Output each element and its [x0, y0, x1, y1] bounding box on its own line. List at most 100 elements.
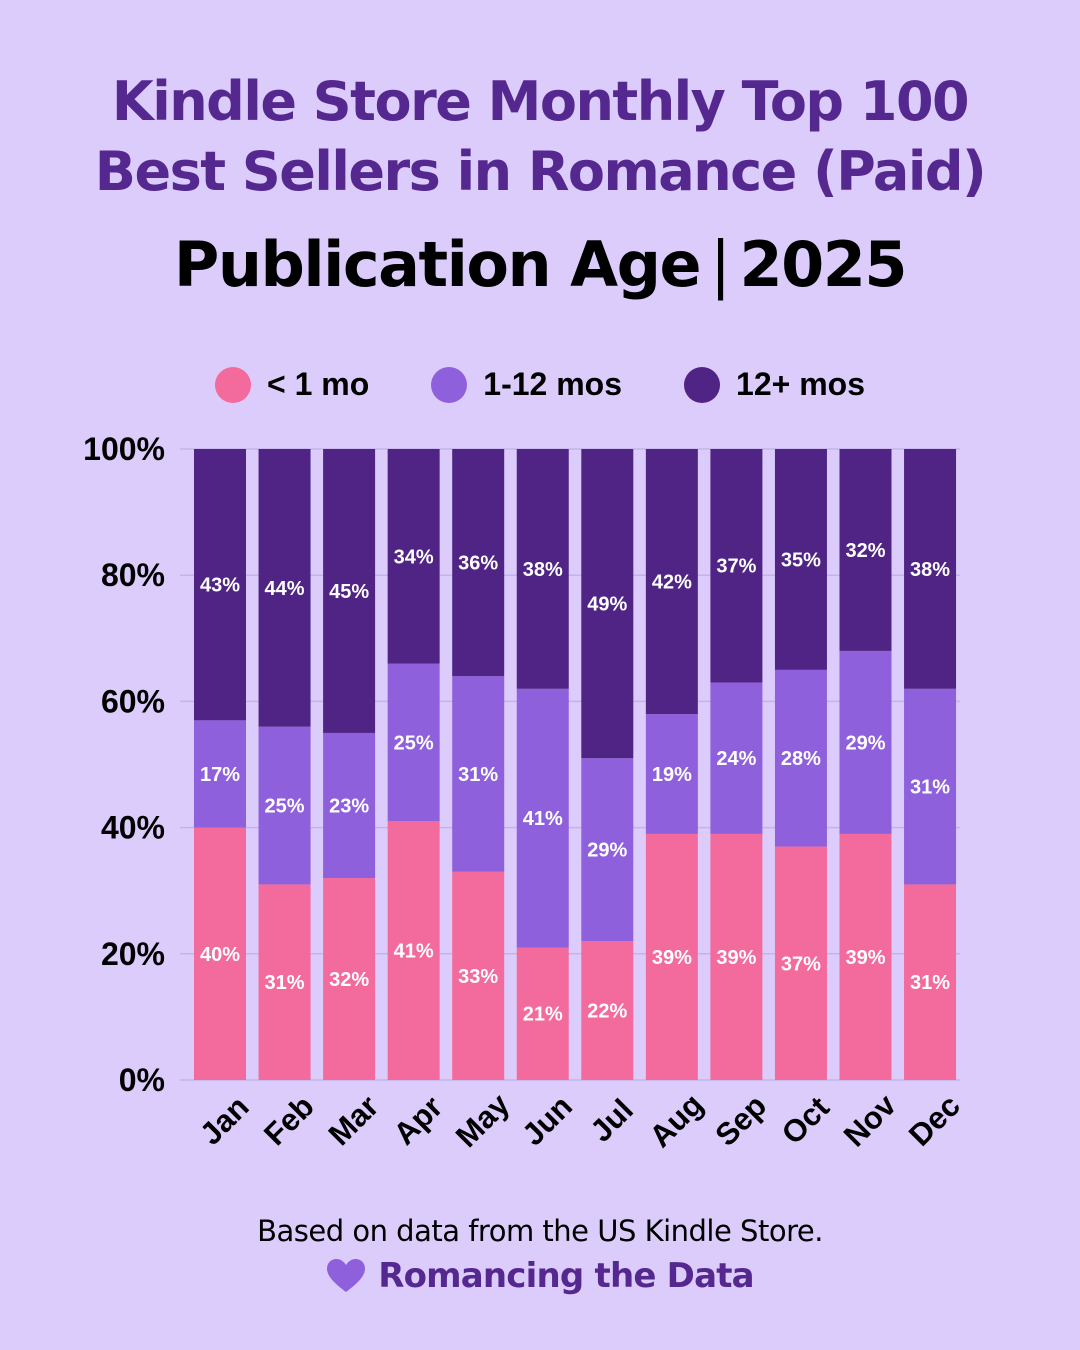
bar-segment [774, 846, 827, 1080]
data-label: 40% [200, 944, 240, 966]
data-label: 35% [781, 549, 821, 571]
legend-item-lt1: < 1 mo [215, 366, 369, 403]
bar-segment [839, 833, 892, 1080]
bar-segment [710, 449, 763, 683]
legend-dot-lt1 [215, 366, 252, 403]
x-tick-label: Oct [775, 1090, 836, 1151]
x-tick-label: Mar [322, 1088, 386, 1152]
stacked-bar-chart: 0% 20% 40% 60% 80% 100% 40% 17% 43% Jan 31% 25% 44% F… [83, 431, 967, 1154]
bar-segment [581, 941, 634, 1080]
data-label: 22% [587, 1001, 627, 1023]
data-label: 19% [652, 764, 692, 786]
data-label: 29% [845, 732, 885, 754]
bar-segment [774, 449, 827, 670]
data-label: 23% [329, 796, 369, 818]
data-label: 29% [587, 840, 627, 862]
data-label: 32% [329, 969, 369, 991]
y-tick-label: 40% [101, 810, 165, 846]
y-tick-label: 60% [101, 683, 165, 719]
x-tick-label: Apr [387, 1089, 450, 1152]
bar-segment [194, 449, 246, 721]
y-tick-label: 80% [101, 557, 165, 593]
subtitle-separator: | [710, 228, 731, 301]
bar-segment [581, 449, 634, 759]
data-label: 28% [781, 748, 821, 770]
legend-item-12plus: 12+ mos [684, 366, 865, 403]
y-tick-label: 20% [101, 936, 165, 972]
footer-note: Based on data from the US Kindle Store. [257, 1214, 823, 1248]
bar-segment [452, 676, 505, 872]
bar-segment [516, 449, 569, 689]
legend-item-1to12: 1-12 mos [431, 366, 622, 403]
bar-segment [194, 827, 246, 1080]
data-label: 43% [200, 575, 240, 597]
data-label: 33% [458, 966, 498, 988]
data-label: 17% [200, 764, 240, 786]
bar-segment [323, 732, 376, 879]
subtitle-year: 2025 [739, 228, 908, 301]
data-label: 38% [523, 559, 563, 581]
bar-segment [258, 449, 311, 727]
bar-segment [323, 878, 376, 1080]
data-label: 42% [652, 572, 692, 594]
bar-segment [516, 947, 569, 1080]
bar-segment [387, 821, 440, 1080]
legend: < 1 mo 1-12 mos 12+ mos [0, 366, 1080, 403]
bar-segment [581, 758, 634, 942]
bar-segment [904, 884, 957, 1080]
brand: Romancing the Data [0, 1256, 1080, 1296]
data-label: 39% [845, 947, 885, 969]
data-label: 39% [716, 947, 756, 969]
data-label: 38% [910, 559, 950, 581]
bar-segment [516, 688, 569, 948]
title-line-2: Best Sellers in Romance (Paid) [94, 140, 987, 203]
x-tick-label: May [449, 1086, 517, 1154]
bar-segment [710, 833, 763, 1080]
x-tick-label: Dec [902, 1088, 967, 1153]
data-label: 21% [523, 1004, 563, 1026]
bar-segment [904, 688, 957, 885]
data-label: 31% [265, 972, 305, 994]
bar-segment [645, 449, 698, 715]
x-tick-label: Jul [583, 1092, 639, 1148]
data-label: 37% [781, 953, 821, 975]
y-tick-label: 0% [119, 1062, 165, 1098]
y-tick-label: 100% [83, 431, 165, 467]
legend-label-1to12: 1-12 mos [483, 366, 623, 402]
data-label: 24% [716, 748, 756, 770]
data-label: 31% [910, 972, 950, 994]
data-label: 39% [652, 947, 692, 969]
x-tick-label: Aug [643, 1087, 710, 1154]
legend-dot-1to12 [431, 366, 468, 403]
bar-segment [645, 714, 698, 834]
bar-segment [645, 833, 698, 1080]
data-label: 31% [458, 764, 498, 786]
data-label: 49% [587, 594, 627, 616]
data-label: 45% [329, 581, 369, 603]
title-line-1: Kindle Store Monthly Top 100 [111, 70, 970, 133]
bar-segment [904, 449, 957, 689]
legend-dot-12plus [684, 366, 721, 403]
bar-segment [839, 449, 892, 651]
x-tick-label: Sep [708, 1088, 773, 1153]
x-tick-label: Jan [193, 1089, 256, 1152]
bar-segment [194, 720, 246, 828]
bar-segment [774, 669, 827, 847]
bar-segment [452, 449, 505, 677]
heart-icon [327, 1259, 366, 1292]
bar-segment [452, 871, 505, 1080]
data-label: 31% [910, 777, 950, 799]
bar-segment [387, 449, 440, 664]
subtitle: Publication Age | 2025 [0, 228, 1080, 301]
data-label: 41% [394, 941, 434, 963]
bar-segment [710, 682, 763, 834]
data-label: 32% [845, 540, 885, 562]
bar-segment [323, 449, 376, 733]
brand-name: Romancing the Data [378, 1256, 754, 1296]
bar-segment [258, 884, 311, 1080]
x-tick-label: Nov [837, 1087, 904, 1154]
data-label: 25% [265, 796, 305, 818]
data-label: 34% [394, 546, 434, 568]
data-label: 25% [394, 732, 434, 754]
x-tick-label: Feb [257, 1089, 321, 1153]
